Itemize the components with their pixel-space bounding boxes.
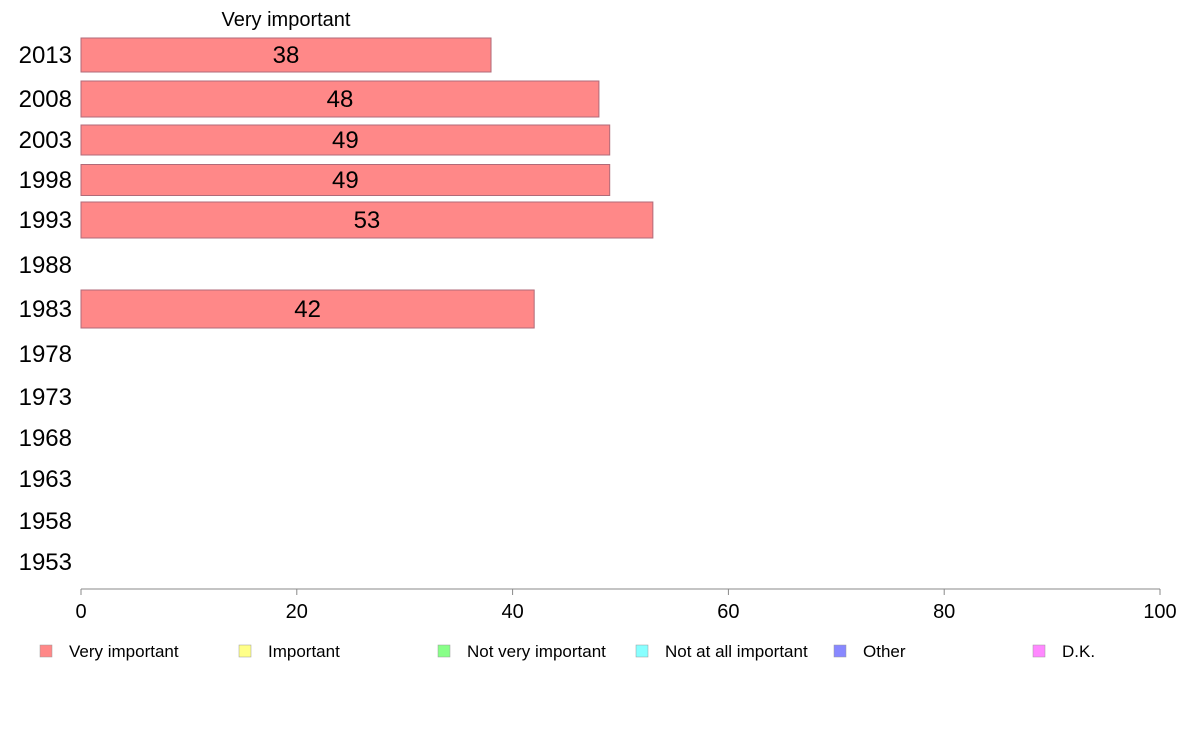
- bar-label-1998: 49: [332, 167, 359, 194]
- bar-1998: [80, 164, 611, 196]
- legend-label-4: Other: [863, 642, 906, 661]
- legend-swatch-5: [1032, 644, 1046, 658]
- year-label-1958: 1958: [19, 508, 72, 535]
- year-label-1968: 1968: [19, 425, 72, 452]
- chart-rows: 2013 38 2008 48 2003 49 1998 49 1993 53 1988 1983 42…: [19, 37, 654, 576]
- year-label-1983: 1983: [19, 296, 72, 323]
- bar-1993: [80, 201, 654, 239]
- bar-2013: [80, 37, 492, 73]
- column-title: Very important: [222, 9, 351, 31]
- year-label-1998: 1998: [19, 167, 72, 194]
- year-label-2008: 2008: [19, 86, 72, 113]
- x-axis: 0 20 40 60 80 100: [75, 588, 1177, 623]
- legend-swatch-1: [238, 644, 252, 658]
- legend-swatch-2: [437, 644, 451, 658]
- x-tick-label-40: 40: [501, 601, 523, 623]
- year-label-1978: 1978: [19, 341, 72, 368]
- bar-label-2003: 49: [332, 127, 359, 154]
- bar-label-1983: 42: [294, 296, 321, 323]
- year-label-1988: 1988: [19, 252, 72, 279]
- legend: Very important Important Not very importan…: [39, 642, 1095, 661]
- year-label-1973: 1973: [19, 384, 72, 411]
- bar-label-2008: 48: [327, 86, 354, 113]
- legend-swatch-3: [635, 644, 649, 658]
- year-label-2013: 2013: [19, 42, 72, 69]
- legend-label-3: Not at all important: [665, 642, 808, 661]
- x-tick-label-80: 80: [933, 601, 955, 623]
- x-tick-label-60: 60: [717, 601, 739, 623]
- year-label-1963: 1963: [19, 466, 72, 493]
- legend-label-5: D.K.: [1062, 642, 1095, 661]
- bar-1983: [80, 289, 535, 329]
- x-tick-label-0: 0: [75, 601, 86, 623]
- x-tick-label-20: 20: [286, 601, 308, 623]
- bar-label-1993: 53: [354, 207, 381, 234]
- legend-label-2: Not very important: [467, 642, 606, 661]
- legend-label-1: Important: [268, 642, 340, 661]
- legend-swatch-4: [833, 644, 847, 658]
- year-label-1993: 1993: [19, 207, 72, 234]
- bar-label-2013: 38: [273, 42, 300, 69]
- bar-2003: [80, 124, 611, 156]
- legend-swatch-0: [39, 644, 53, 658]
- bar-2008: [80, 80, 600, 118]
- legend-label-0: Very important: [69, 642, 179, 661]
- x-tick-label-100: 100: [1143, 601, 1176, 623]
- year-label-1953: 1953: [19, 549, 72, 576]
- year-label-2003: 2003: [19, 127, 72, 154]
